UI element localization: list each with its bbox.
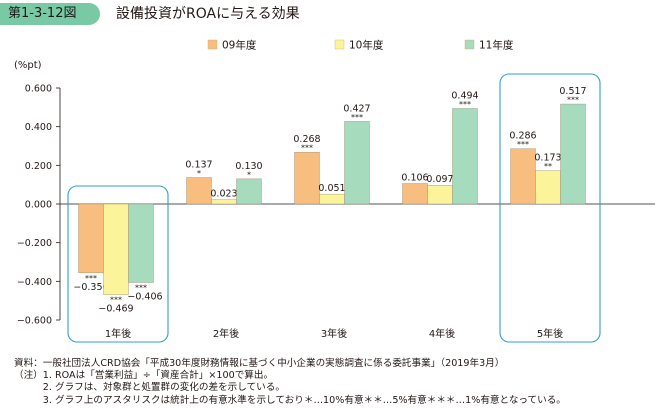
significance-mark: *** [517,140,529,149]
x-category-label-2: 2年後 [213,327,239,340]
bar-1-3 [128,203,154,283]
y-tick-label: 0.600 [25,84,52,95]
significance-mark: *** [567,96,579,105]
legend-swatch-1 [207,39,218,50]
y-tick-label: 0.000 [25,200,52,211]
significance-mark: *** [110,296,122,305]
figure-title: 設備投資がROAに与える効果 [116,6,300,22]
bar-1-1 [78,203,104,274]
data-label: 0.137 [185,160,212,171]
bar-chart: 09年度 10年度 11年度 (%pt) 0.600 0.400 0.200 0.000 −0.… [14,39,655,343]
note-2: 2. グラフは、対象群と処置群の変化の差を示している。 [14,382,285,394]
y-tick-label: −0.400 [17,277,52,288]
bar-5-2 [535,170,561,205]
note-source: 資料：一般社団法人CRD協会「平成30年度財務情報に基づく中小企業の実態調査に係… [14,358,505,369]
data-label: 0.173 [534,153,561,164]
significance-mark: * [247,170,251,179]
bar-2-2 [211,199,237,205]
note-3: 3. グラフ上のアスタリスクは統計上の有意水準を示しており＊…10%有意＊＊…5… [14,394,566,406]
note-1: （注）1. ROAは「営業利益」÷「資産合計」×100で算出。 [14,370,274,382]
highlight-box-1 [67,185,169,343]
data-label: 0.494 [451,90,478,101]
data-label: 0.097 [426,174,453,185]
bar-2-3 [236,178,262,205]
bar-3-1 [294,151,320,205]
data-label: 0.286 [509,131,536,142]
data-label: −0.469 [98,304,133,315]
x-category-label-4: 4年後 [429,327,455,340]
bar-5-1 [510,148,536,205]
data-label: 0.106 [401,173,428,184]
legend-label-1: 09年度 [222,39,257,52]
highlight-box-5 [499,73,601,343]
data-label: −0.406 [127,291,162,302]
significance-mark: ** [544,162,552,171]
legend-swatch-3 [464,39,475,50]
x-category-label-1: 1年後 [105,327,131,340]
significance-mark: *** [351,113,363,122]
y-axis-unit: (%pt) [14,60,42,71]
data-label: 0.130 [235,161,262,172]
data-label: 0.517 [559,86,586,97]
significance-mark: * [197,169,201,178]
significance-mark: *** [301,144,313,153]
x-category-label-5: 5年後 [537,327,563,340]
data-label: 0.023 [210,189,237,200]
y-tick-label: −0.600 [17,316,52,327]
y-tick-label: 0.400 [25,122,52,133]
data-label: 0.268 [293,134,320,145]
data-label: −0.356 [73,282,108,293]
bar-4-3 [452,108,478,205]
bar-2-1 [186,177,212,205]
legend-label-3: 11年度 [479,39,514,52]
significance-mark: *** [459,100,471,109]
figure-notes: 資料：一般社団法人CRD協会「平成30年度財務情報に基づく中小企業の実態調査に係… [14,358,566,407]
figure-number-label: 第1-3-12図 [0,3,100,25]
bar-5-3 [560,103,586,205]
x-category-label-3: 3年後 [321,327,347,340]
y-tick-label: 0.200 [25,161,52,172]
significance-mark: *** [85,274,97,283]
data-label: 0.051 [318,183,345,194]
y-tick-label: −0.200 [17,238,52,249]
bar-1-2 [103,203,129,295]
data-label: 0.427 [343,103,370,114]
bar-4-2 [427,185,453,205]
legend-label-2: 10年度 [349,39,384,52]
bar-3-3 [344,121,370,205]
bar-3-2 [319,193,345,205]
bar-4-1 [402,183,428,205]
significance-mark: *** [135,283,147,292]
legend-swatch-2 [334,39,345,50]
